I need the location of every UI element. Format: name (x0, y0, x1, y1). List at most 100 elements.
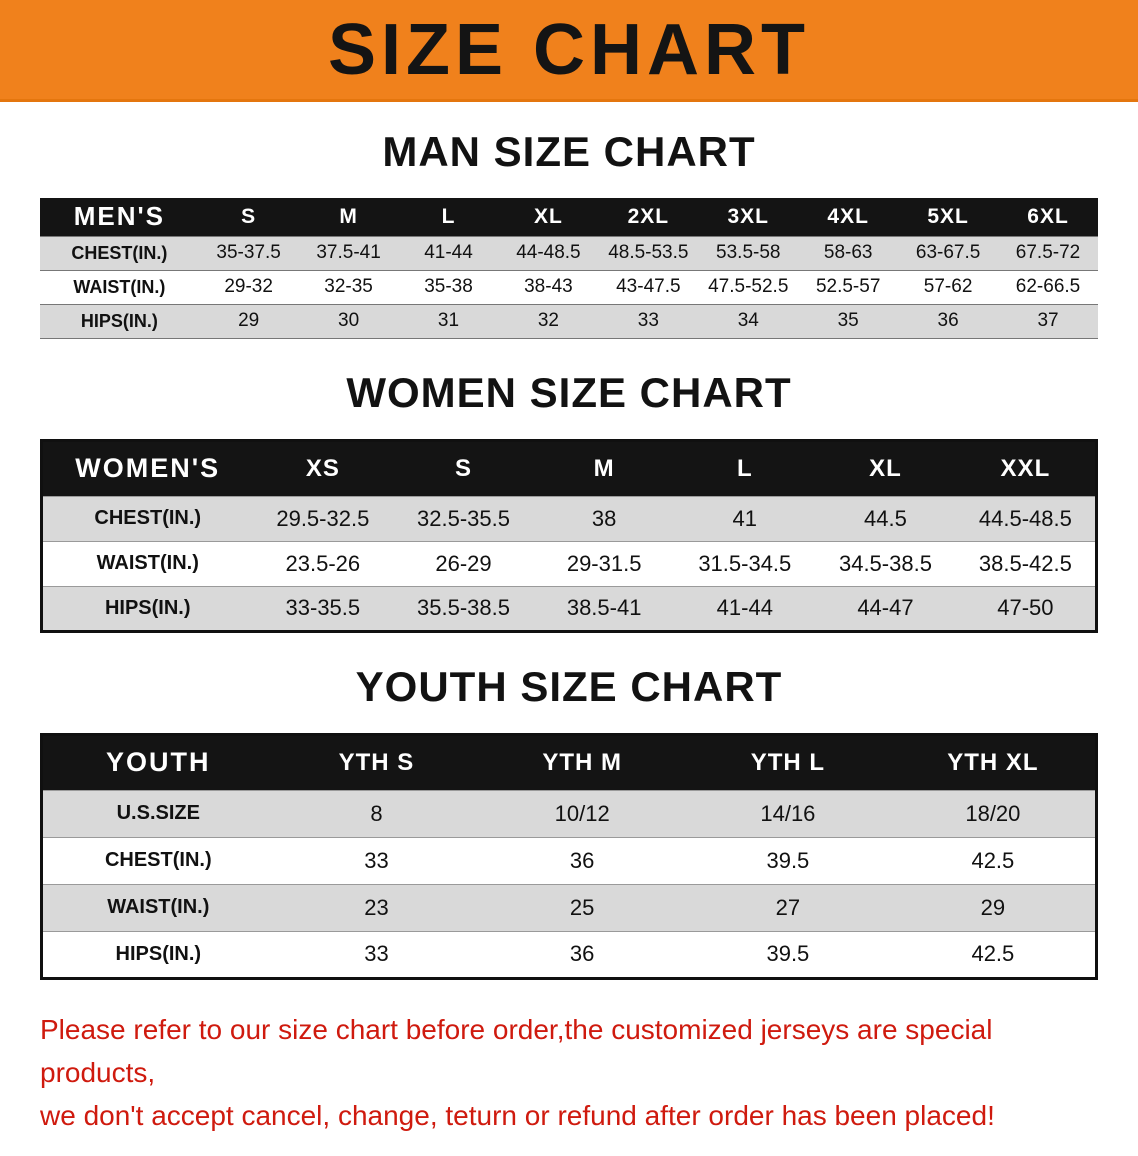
size-column-header: 3XL (698, 198, 799, 236)
measurement-row: CHEST(IN.) 35-37.5 37.5-41 41-44 44-48.5 48.5… (40, 235, 1098, 270)
women-section-title: WOMEN SIZE CHART (346, 368, 792, 416)
size-value-cell: 39.5 (685, 930, 891, 978)
size-value-cell: 36 (898, 303, 999, 338)
size-value-cell: 8 (273, 789, 480, 837)
youth-size-table: YOUTH YTH S YTH M YTH L YTH XL U.S.SIZE 8 10/12… (40, 732, 1098, 980)
measurement-label: HIPS(IN.) (41, 930, 274, 978)
group-label: WOMEN'S (41, 440, 253, 496)
table-header-row: YOUTH YTH S YTH M YTH L YTH XL (41, 734, 1097, 790)
size-value-cell: 53.5-58 (698, 235, 799, 270)
size-value-cell: 44.5-48.5 (955, 495, 1097, 541)
size-value-cell: 47-50 (955, 585, 1097, 631)
youth-section-title: YOUTH SIZE CHART (355, 662, 783, 710)
size-value-cell: 18/20 (890, 789, 1097, 837)
size-value-cell: 41 (674, 495, 816, 541)
size-value-cell: 63-67.5 (898, 235, 999, 270)
size-value-cell: 57-62 (898, 269, 999, 304)
disclaimer-line-2: we don't accept cancel, change, teturn o… (40, 1100, 995, 1132)
size-value-cell: 36 (479, 930, 686, 978)
size-column-header: L (398, 198, 499, 236)
size-value-cell: 31.5-34.5 (674, 540, 816, 586)
size-value-cell: 30 (298, 303, 399, 338)
measurement-label: CHEST(IN.) (41, 836, 274, 884)
measurement-label: WAIST(IN.) (41, 540, 253, 586)
size-value-cell: 32-35 (298, 269, 399, 304)
size-value-cell: 34 (698, 303, 799, 338)
size-value-cell: 29-32 (198, 269, 299, 304)
size-value-cell: 38-43 (498, 269, 599, 304)
measurement-row: HIPS(IN.) 33 36 39.5 42.5 (41, 930, 1097, 978)
size-column-header: XXL (955, 440, 1097, 496)
size-column-header: M (533, 440, 675, 496)
measurement-row: HIPS(IN.) 29 30 31 32 33 34 35 36 37 (40, 303, 1098, 338)
size-value-cell: 48.5-53.5 (598, 235, 699, 270)
measurement-label: U.S.SIZE (41, 789, 274, 837)
size-value-cell: 34.5-38.5 (815, 540, 956, 586)
size-column-header: S (393, 440, 534, 496)
size-value-cell: 43-47.5 (598, 269, 699, 304)
size-value-cell: 23.5-26 (252, 540, 394, 586)
measurement-row: WAIST(IN.) 23.5-26 26-29 29-31.5 31.5-34.5 34… (41, 540, 1097, 586)
size-column-header: 2XL (598, 198, 699, 236)
man-size-table: MEN'S S M L XL 2XL 3XL 4XL 5XL 6XL CHEST(IN.) 35-37… (40, 198, 1098, 339)
size-value-cell: 29 (198, 303, 299, 338)
size-value-cell: 10/12 (479, 789, 686, 837)
measurement-label: HIPS(IN.) (40, 303, 199, 338)
size-value-cell: 52.5-57 (798, 269, 899, 304)
measurement-row: WAIST(IN.) 29-32 32-35 35-38 38-43 43-47.5 47.… (40, 269, 1098, 304)
size-value-cell: 37.5-41 (298, 235, 399, 270)
size-column-header: YTH M (479, 734, 686, 790)
disclaimer: Please refer to our size chart before or… (40, 1008, 1098, 1138)
size-value-cell: 38.5-41 (533, 585, 675, 631)
size-column-header: L (674, 440, 816, 496)
size-value-cell: 26-29 (393, 540, 534, 586)
size-value-cell: 25 (479, 883, 686, 931)
size-column-header: M (298, 198, 399, 236)
measurement-label: HIPS(IN.) (41, 585, 253, 631)
size-value-cell: 39.5 (685, 836, 891, 884)
measurement-row: HIPS(IN.) 33-35.5 35.5-38.5 38.5-41 41-44 44-… (41, 585, 1097, 631)
size-value-cell: 44-47 (815, 585, 956, 631)
measurement-label: CHEST(IN.) (41, 495, 253, 541)
size-value-cell: 41-44 (674, 585, 816, 631)
size-value-cell: 42.5 (890, 930, 1097, 978)
measurement-label: WAIST(IN.) (41, 883, 274, 931)
measurement-row: CHEST(IN.) 29.5-32.5 32.5-35.5 38 41 44.5 44.5… (41, 495, 1097, 541)
size-value-cell: 35-37.5 (198, 235, 299, 270)
size-column-header: S (198, 198, 299, 236)
size-column-header: 6XL (998, 198, 1098, 236)
measurement-label: WAIST(IN.) (40, 269, 199, 304)
man-size-chart-section: MAN SIZE CHART MEN'S S M L XL 2XL 3XL 4XL 5XL 6XL… (0, 128, 1138, 339)
size-column-header: 4XL (798, 198, 899, 236)
size-column-header: XL (498, 198, 599, 236)
size-value-cell: 62-66.5 (998, 269, 1098, 304)
group-label: YOUTH (41, 734, 274, 790)
size-value-cell: 32 (498, 303, 599, 338)
size-value-cell: 67.5-72 (998, 235, 1098, 270)
size-value-cell: 35-38 (398, 269, 499, 304)
women-size-table: WOMEN'S XS S M L XL XXL CHEST(IN.) 29.5-32.5 32.5… (40, 438, 1098, 633)
size-value-cell: 27 (685, 883, 891, 931)
size-value-cell: 44.5 (815, 495, 956, 541)
women-size-chart-section: WOMEN SIZE CHART WOMEN'S XS S M L XL XXL CHEST(… (0, 369, 1138, 633)
size-value-cell: 42.5 (890, 836, 1097, 884)
size-value-cell: 38.5-42.5 (955, 540, 1097, 586)
group-label: MEN'S (40, 198, 199, 236)
size-value-cell: 38 (533, 495, 675, 541)
size-column-header: XL (815, 440, 956, 496)
measurement-row: WAIST(IN.) 23 25 27 29 (41, 883, 1097, 931)
size-value-cell: 33 (598, 303, 699, 338)
size-column-header: YTH S (273, 734, 480, 790)
size-value-cell: 33 (273, 930, 480, 978)
youth-size-chart-section: YOUTH SIZE CHART YOUTH YTH S YTH M YTH L YTH… (0, 663, 1138, 980)
size-value-cell: 32.5-35.5 (393, 495, 534, 541)
size-column-header: YTH XL (890, 734, 1097, 790)
size-value-cell: 31 (398, 303, 499, 338)
size-value-cell: 35.5-38.5 (393, 585, 534, 631)
size-value-cell: 29 (890, 883, 1097, 931)
page-title: SIZE CHART (328, 9, 810, 90)
size-value-cell: 58-63 (798, 235, 899, 270)
size-value-cell: 41-44 (398, 235, 499, 270)
size-value-cell: 29.5-32.5 (252, 495, 394, 541)
